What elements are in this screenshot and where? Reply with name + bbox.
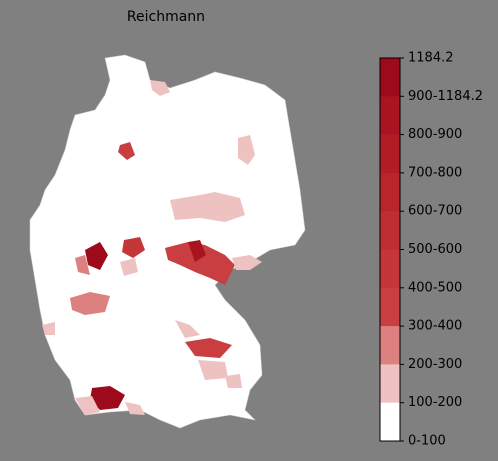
region bbox=[165, 242, 235, 285]
region bbox=[70, 292, 110, 315]
region bbox=[85, 242, 108, 270]
colorbar-segment bbox=[380, 364, 400, 404]
colorbar-segment bbox=[380, 249, 400, 289]
region bbox=[198, 360, 228, 380]
region bbox=[90, 386, 125, 410]
region bbox=[75, 396, 100, 415]
colorbar-label: 100-200 bbox=[408, 395, 462, 410]
colorbar-label: 600-700 bbox=[408, 204, 462, 219]
colorbar-label: 400-500 bbox=[408, 280, 462, 295]
colorbar-label: 1184.2 bbox=[408, 51, 454, 66]
colorbar-segment bbox=[380, 58, 400, 97]
region bbox=[42, 322, 55, 335]
colorbar-label: 700-800 bbox=[408, 165, 462, 180]
colorbar-segment bbox=[380, 211, 400, 250]
region bbox=[118, 142, 135, 160]
colorbar-label: 900-1184.2 bbox=[408, 89, 483, 104]
region bbox=[238, 135, 255, 165]
region bbox=[150, 80, 170, 96]
region bbox=[232, 255, 262, 270]
region bbox=[225, 374, 242, 388]
colorbar-label: 800-900 bbox=[408, 127, 462, 142]
colorbar-label: 500-600 bbox=[408, 242, 462, 257]
colorbar-label: 200-300 bbox=[408, 357, 462, 372]
country-outline bbox=[29, 54, 306, 429]
colorbar-segment bbox=[380, 172, 400, 212]
colorbar-segment bbox=[380, 134, 400, 174]
region bbox=[175, 320, 200, 338]
region bbox=[122, 237, 145, 258]
map-title: Reichmann bbox=[127, 9, 205, 25]
region bbox=[120, 258, 138, 276]
region bbox=[75, 255, 90, 275]
colorbar-label: 0-100 bbox=[408, 434, 446, 449]
colorbar-segment bbox=[380, 96, 400, 136]
germany-map bbox=[29, 54, 306, 429]
region bbox=[185, 338, 232, 358]
colorbar-segment bbox=[380, 326, 400, 365]
region bbox=[170, 192, 245, 222]
region bbox=[188, 240, 206, 262]
colorbar-segment bbox=[380, 402, 400, 442]
region bbox=[125, 402, 145, 415]
colorbar-label: 300-400 bbox=[408, 319, 462, 334]
colorbar-segment bbox=[380, 287, 400, 327]
